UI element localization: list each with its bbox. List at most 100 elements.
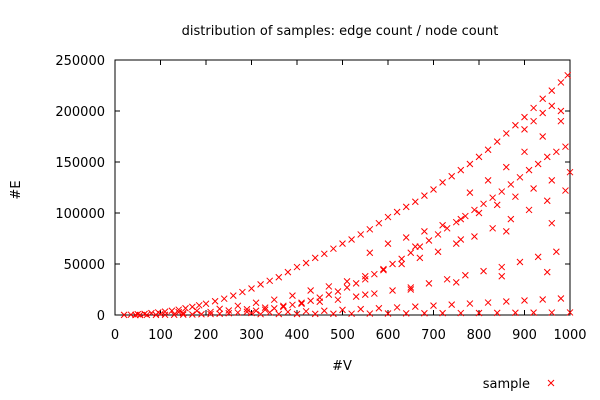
- data-point: [502, 228, 510, 235]
- data-point: [516, 173, 524, 181]
- data-point: [168, 307, 176, 315]
- data-point: [198, 310, 205, 318]
- data-point: [366, 225, 374, 233]
- data-point: [498, 272, 506, 280]
- data-point: [357, 231, 365, 238]
- data-point: [289, 292, 296, 299]
- data-point: [279, 303, 287, 311]
- data-point: [407, 286, 415, 293]
- data-point: [484, 177, 492, 184]
- x-tick-label: 300: [239, 328, 264, 343]
- data-point: [389, 287, 396, 294]
- data-point: [484, 146, 492, 154]
- data-point: [179, 311, 187, 318]
- data-point: [430, 186, 437, 193]
- data-point: [366, 249, 374, 257]
- data-point: [352, 280, 360, 287]
- data-point: [512, 309, 519, 317]
- data-point: [548, 87, 556, 94]
- data-point: [375, 304, 383, 312]
- data-point: [234, 302, 242, 310]
- data-point: [348, 236, 355, 243]
- data-point: [457, 236, 465, 243]
- data-point: [539, 95, 547, 103]
- data-point: [398, 255, 406, 263]
- data-point: [548, 102, 556, 110]
- data-point: [489, 224, 497, 232]
- data-point: [493, 201, 501, 209]
- data-point: [179, 309, 187, 317]
- data-point: [557, 79, 565, 86]
- data-point: [402, 203, 410, 211]
- data-point: [307, 287, 315, 294]
- data-point: [293, 263, 301, 271]
- y-tick-label: 200000: [55, 105, 105, 120]
- y-axis-ticks: 0 50000 100000 150000 200000 250000: [55, 54, 570, 324]
- data-point: [498, 188, 506, 195]
- x-axis-label: #V: [332, 359, 352, 374]
- data-point: [339, 306, 346, 314]
- data-point: [339, 240, 346, 247]
- x-tick-label: 400: [285, 328, 310, 343]
- data-point: [548, 309, 556, 316]
- data-point: [562, 187, 569, 194]
- data-point: [384, 310, 392, 317]
- data-point: [512, 121, 519, 129]
- data-point: [361, 275, 369, 283]
- data-point: [512, 193, 519, 201]
- data-point: [521, 297, 528, 304]
- data-point: [530, 185, 537, 192]
- data-point: [475, 209, 483, 217]
- data-point: [161, 308, 169, 315]
- data-point: [443, 275, 451, 283]
- data-point: [552, 248, 560, 256]
- data-point: [311, 310, 319, 318]
- data-point: [466, 160, 474, 168]
- data-point: [439, 309, 446, 317]
- data-point: [370, 290, 378, 297]
- data-point: [557, 107, 565, 115]
- data-point: [502, 298, 510, 305]
- data-point: [461, 212, 469, 220]
- data-point: [521, 113, 528, 121]
- data-point: [557, 295, 565, 302]
- data-point: [161, 311, 169, 319]
- data-point: [207, 310, 214, 318]
- data-point: [566, 309, 574, 316]
- data-point: [134, 310, 142, 318]
- data-point: [507, 215, 515, 223]
- data-point: [298, 299, 305, 307]
- data-point: [448, 301, 456, 308]
- data-point: [211, 297, 219, 305]
- data-point: [484, 299, 492, 306]
- data-point: [393, 208, 401, 216]
- x-tick-label: 600: [376, 328, 401, 343]
- data-point: [425, 237, 433, 244]
- data-point: [302, 259, 310, 267]
- data-point: [343, 284, 351, 291]
- data-point: [384, 240, 392, 247]
- data-point: [239, 288, 246, 296]
- data-point: [525, 206, 533, 214]
- data-point: [243, 308, 251, 316]
- data-point: [471, 206, 478, 214]
- data-point: [475, 309, 483, 317]
- data-point: [243, 305, 251, 313]
- data-point: [334, 288, 342, 295]
- data-point: [498, 263, 506, 271]
- y-tick-label: 250000: [55, 54, 105, 69]
- data-point: [207, 308, 214, 316]
- data-point: [225, 309, 233, 317]
- data-point: [302, 307, 310, 315]
- data-point: [248, 285, 255, 292]
- y-tick-label: 100000: [55, 207, 105, 222]
- data-point: [562, 143, 569, 151]
- data-point: [182, 304, 189, 312]
- data-point: [370, 270, 378, 278]
- data-point: [352, 293, 360, 300]
- data-point: [457, 309, 465, 317]
- data-point: [411, 303, 419, 310]
- data-point: [270, 296, 278, 304]
- data-point: [543, 268, 551, 276]
